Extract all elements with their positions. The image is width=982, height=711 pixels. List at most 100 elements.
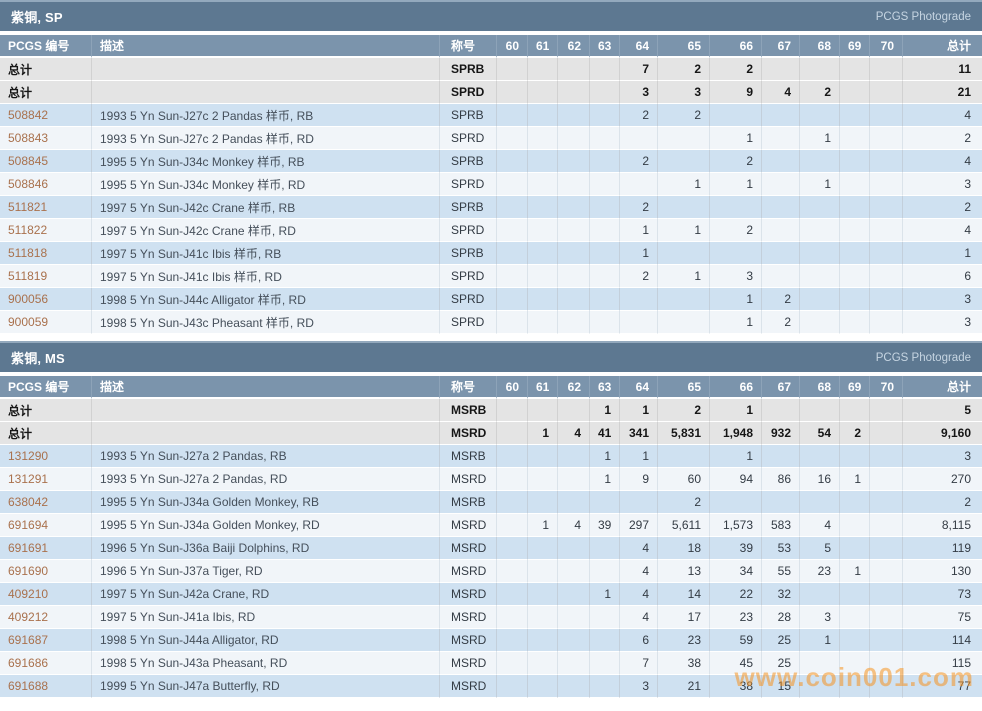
column-header-60: 60 [497, 35, 528, 58]
grade-cell-65: 5,831 [658, 422, 710, 445]
pcgs-number-link[interactable]: 508843 [8, 131, 49, 145]
grade-cell-70 [870, 288, 903, 311]
grade-cell-63 [590, 196, 620, 219]
pcgs-number-link[interactable]: 131290 [8, 449, 49, 463]
description-cell [92, 422, 440, 445]
grade-cell-65: 17 [658, 606, 710, 629]
grade-cell-64 [620, 491, 658, 514]
pcgs-number-cell[interactable]: 131290 [0, 445, 92, 468]
photograde-link[interactable]: PCGS Photograde [875, 351, 971, 364]
pcgs-number-cell[interactable]: 508842 [0, 104, 92, 127]
row-total-cell: 119 [903, 537, 982, 560]
column-header-67: 67 [762, 35, 800, 58]
grade-cell-60 [497, 196, 528, 219]
pcgs-number-cell[interactable]: 900056 [0, 288, 92, 311]
pcgs-number-link[interactable]: 511818 [8, 246, 48, 260]
pcgs-number-link[interactable]: 508845 [8, 154, 49, 168]
pcgs-number-cell[interactable]: 691694 [0, 514, 92, 537]
grade-cell-62 [558, 399, 590, 422]
grade-cell-70 [870, 606, 903, 629]
grade-cell-63 [590, 537, 620, 560]
grade-cell-69 [840, 196, 870, 219]
grade-cell-61 [528, 583, 558, 606]
grade-cell-60 [497, 537, 528, 560]
grade-cell-63 [590, 81, 620, 104]
pcgs-number-link[interactable]: 131291 [8, 472, 49, 486]
pcgs-number-link[interactable]: 691688 [8, 679, 49, 693]
grade-cell-61 [528, 675, 558, 698]
grade-cell-69 [840, 491, 870, 514]
grade-cell-61: 1 [528, 514, 558, 537]
grade-cell-66: 39 [710, 537, 762, 560]
pcgs-number-cell[interactable]: 511822 [0, 219, 92, 242]
pcgs-number-link[interactable]: 409210 [8, 587, 49, 601]
pcgs-number-cell[interactable]: 691691 [0, 537, 92, 560]
description-cell: 1995 5 Yn Sun-J34a Golden Monkey, RB [92, 491, 440, 514]
grade-cell-62 [558, 219, 590, 242]
row-total-cell: 3 [903, 288, 982, 311]
table-row: 511819 1997 5 Yn Sun-J41c Ibis 样币, RD SPRD… [0, 265, 982, 288]
pcgs-number-link[interactable]: 511822 [8, 223, 48, 237]
table-row: 409212 1997 5 Yn Sun-J41a Ibis, RD MSRD 4 17… [0, 606, 982, 629]
pcgs-number-cell[interactable]: 508846 [0, 173, 92, 196]
table-row: 511818 1997 5 Yn Sun-J41c Ibis 样币, RB SPRB… [0, 242, 982, 265]
pcgs-number-cell[interactable]: 511818 [0, 242, 92, 265]
grade-cell-62 [558, 652, 590, 675]
pcgs-number-link[interactable]: 691690 [8, 564, 49, 578]
pcgs-number-cell[interactable]: 691690 [0, 560, 92, 583]
grade-cell-63 [590, 629, 620, 652]
row-total-cell: 114 [903, 629, 982, 652]
pcgs-number-link[interactable]: 508846 [8, 177, 49, 191]
grade-cell-65 [658, 445, 710, 468]
column-header-66: 66 [710, 376, 762, 399]
grade-cell-60 [497, 127, 528, 150]
grade-cell-66: 1 [710, 127, 762, 150]
pcgs-number-cell[interactable]: 409212 [0, 606, 92, 629]
column-header-61: 61 [528, 35, 558, 58]
grade-cell-68: 54 [800, 422, 840, 445]
grade-cell-60 [497, 150, 528, 173]
pcgs-number-cell[interactable]: 131291 [0, 468, 92, 491]
pcgs-number-cell[interactable]: 409210 [0, 583, 92, 606]
table-row: 508843 1993 5 Yn Sun-J27c 2 Pandas 样币, RD… [0, 127, 982, 150]
grade-cell-70 [870, 491, 903, 514]
pcgs-number-cell[interactable]: 511821 [0, 196, 92, 219]
pcgs-number-link[interactable]: 691687 [8, 633, 49, 647]
pcgs-number-cell[interactable]: 511819 [0, 265, 92, 288]
pcgs-number-cell[interactable]: 900059 [0, 311, 92, 334]
pcgs-number-link[interactable]: 511821 [8, 200, 48, 214]
column-header-69: 69 [840, 35, 870, 58]
pcgs-number-link[interactable]: 508842 [8, 108, 49, 122]
table-row: 691691 1996 5 Yn Sun-J36a Baiji Dolphins,… [0, 537, 982, 560]
grade-cell-63: 39 [590, 514, 620, 537]
grade-cell-68: 1 [800, 629, 840, 652]
pcgs-number-link[interactable]: 691686 [8, 656, 49, 670]
grade-cell-61 [528, 104, 558, 127]
grade-cell-69: 2 [840, 422, 870, 445]
pcgs-number-link[interactable]: 638042 [8, 495, 49, 509]
grade-cell-68: 2 [800, 81, 840, 104]
total-label-cell: 总计 [0, 422, 92, 445]
grade-cell-63 [590, 242, 620, 265]
pcgs-number-cell[interactable]: 508845 [0, 150, 92, 173]
grade-cell-70 [870, 127, 903, 150]
grade-cell-64: 7 [620, 58, 658, 81]
pcgs-number-cell[interactable]: 691688 [0, 675, 92, 698]
pcgs-number-cell[interactable]: 691686 [0, 652, 92, 675]
pcgs-number-cell[interactable]: 638042 [0, 491, 92, 514]
grade-cell-65 [658, 288, 710, 311]
row-total-cell: 9,160 [903, 422, 982, 445]
pcgs-number-link[interactable]: 511819 [8, 269, 48, 283]
grade-cell-64: 297 [620, 514, 658, 537]
pcgs-number-link[interactable]: 409212 [8, 610, 49, 624]
pcgs-number-link[interactable]: 691691 [8, 541, 49, 555]
photograde-link[interactable]: PCGS Photograde [875, 10, 971, 23]
pcgs-number-cell[interactable]: 508843 [0, 127, 92, 150]
pcgs-number-link[interactable]: 900056 [8, 292, 49, 306]
designation-cell: SPRD [440, 127, 497, 150]
pcgs-number-cell[interactable]: 691687 [0, 629, 92, 652]
pcgs-number-link[interactable]: 900059 [8, 315, 49, 329]
grade-cell-65: 14 [658, 583, 710, 606]
row-total-cell: 2 [903, 196, 982, 219]
pcgs-number-link[interactable]: 691694 [8, 518, 49, 532]
